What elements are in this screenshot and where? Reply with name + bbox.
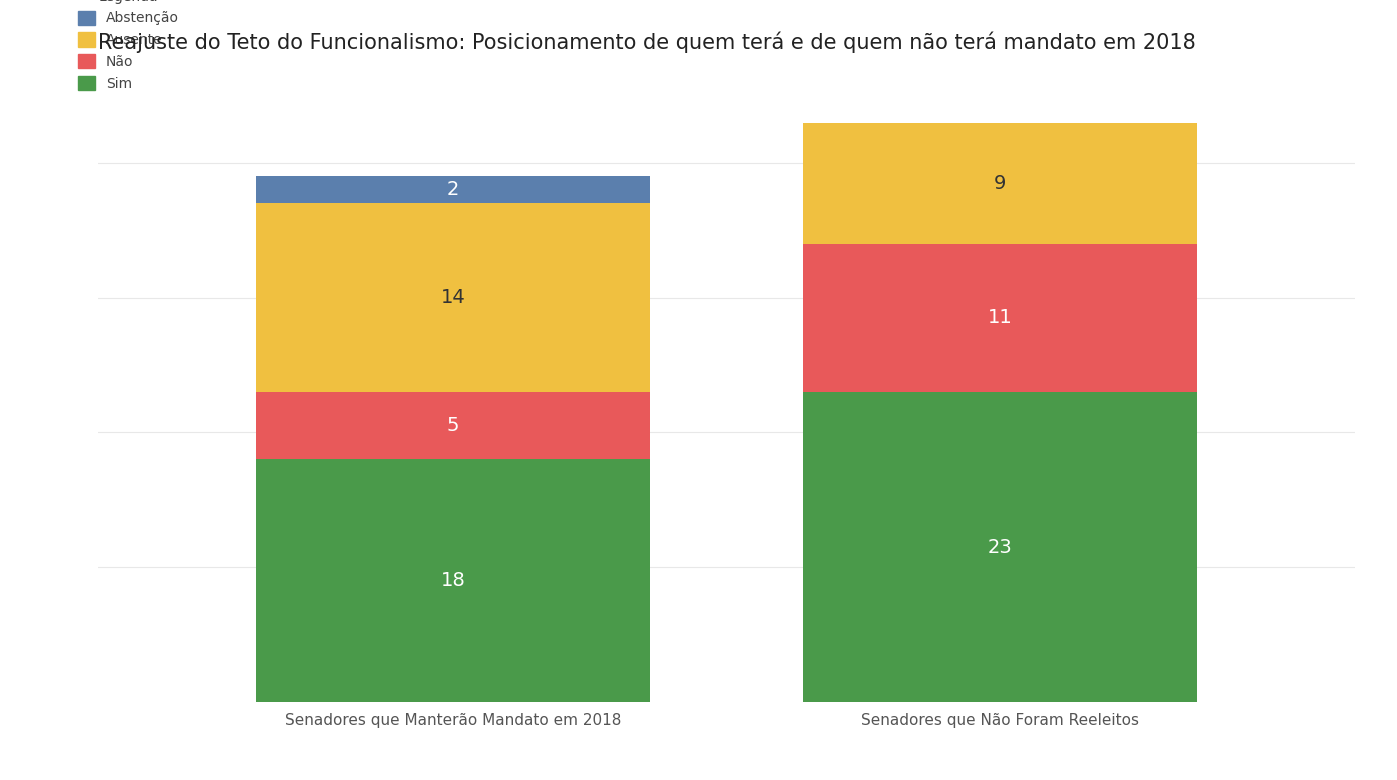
Text: 23: 23: [988, 537, 1013, 557]
Text: 14: 14: [440, 289, 465, 307]
Bar: [256, 204, 650, 392]
Text: 11: 11: [988, 308, 1013, 328]
Legend: Abstenção, Ausente, Não, Sim: Abstenção, Ausente, Não, Sim: [73, 0, 184, 96]
Bar: [803, 392, 1197, 702]
Bar: [803, 244, 1197, 392]
Bar: [256, 392, 650, 459]
Text: 2: 2: [447, 180, 460, 200]
Text: 5: 5: [447, 417, 460, 435]
Bar: [256, 459, 650, 702]
Text: 18: 18: [440, 571, 465, 590]
Text: 9: 9: [993, 174, 1006, 193]
Bar: [256, 176, 650, 204]
Bar: [803, 122, 1197, 244]
Text: Reajuste do Teto do Funcionalismo: Posicionamento de quem terá e de quem não ter: Reajuste do Teto do Funcionalismo: Posic…: [98, 31, 1196, 53]
